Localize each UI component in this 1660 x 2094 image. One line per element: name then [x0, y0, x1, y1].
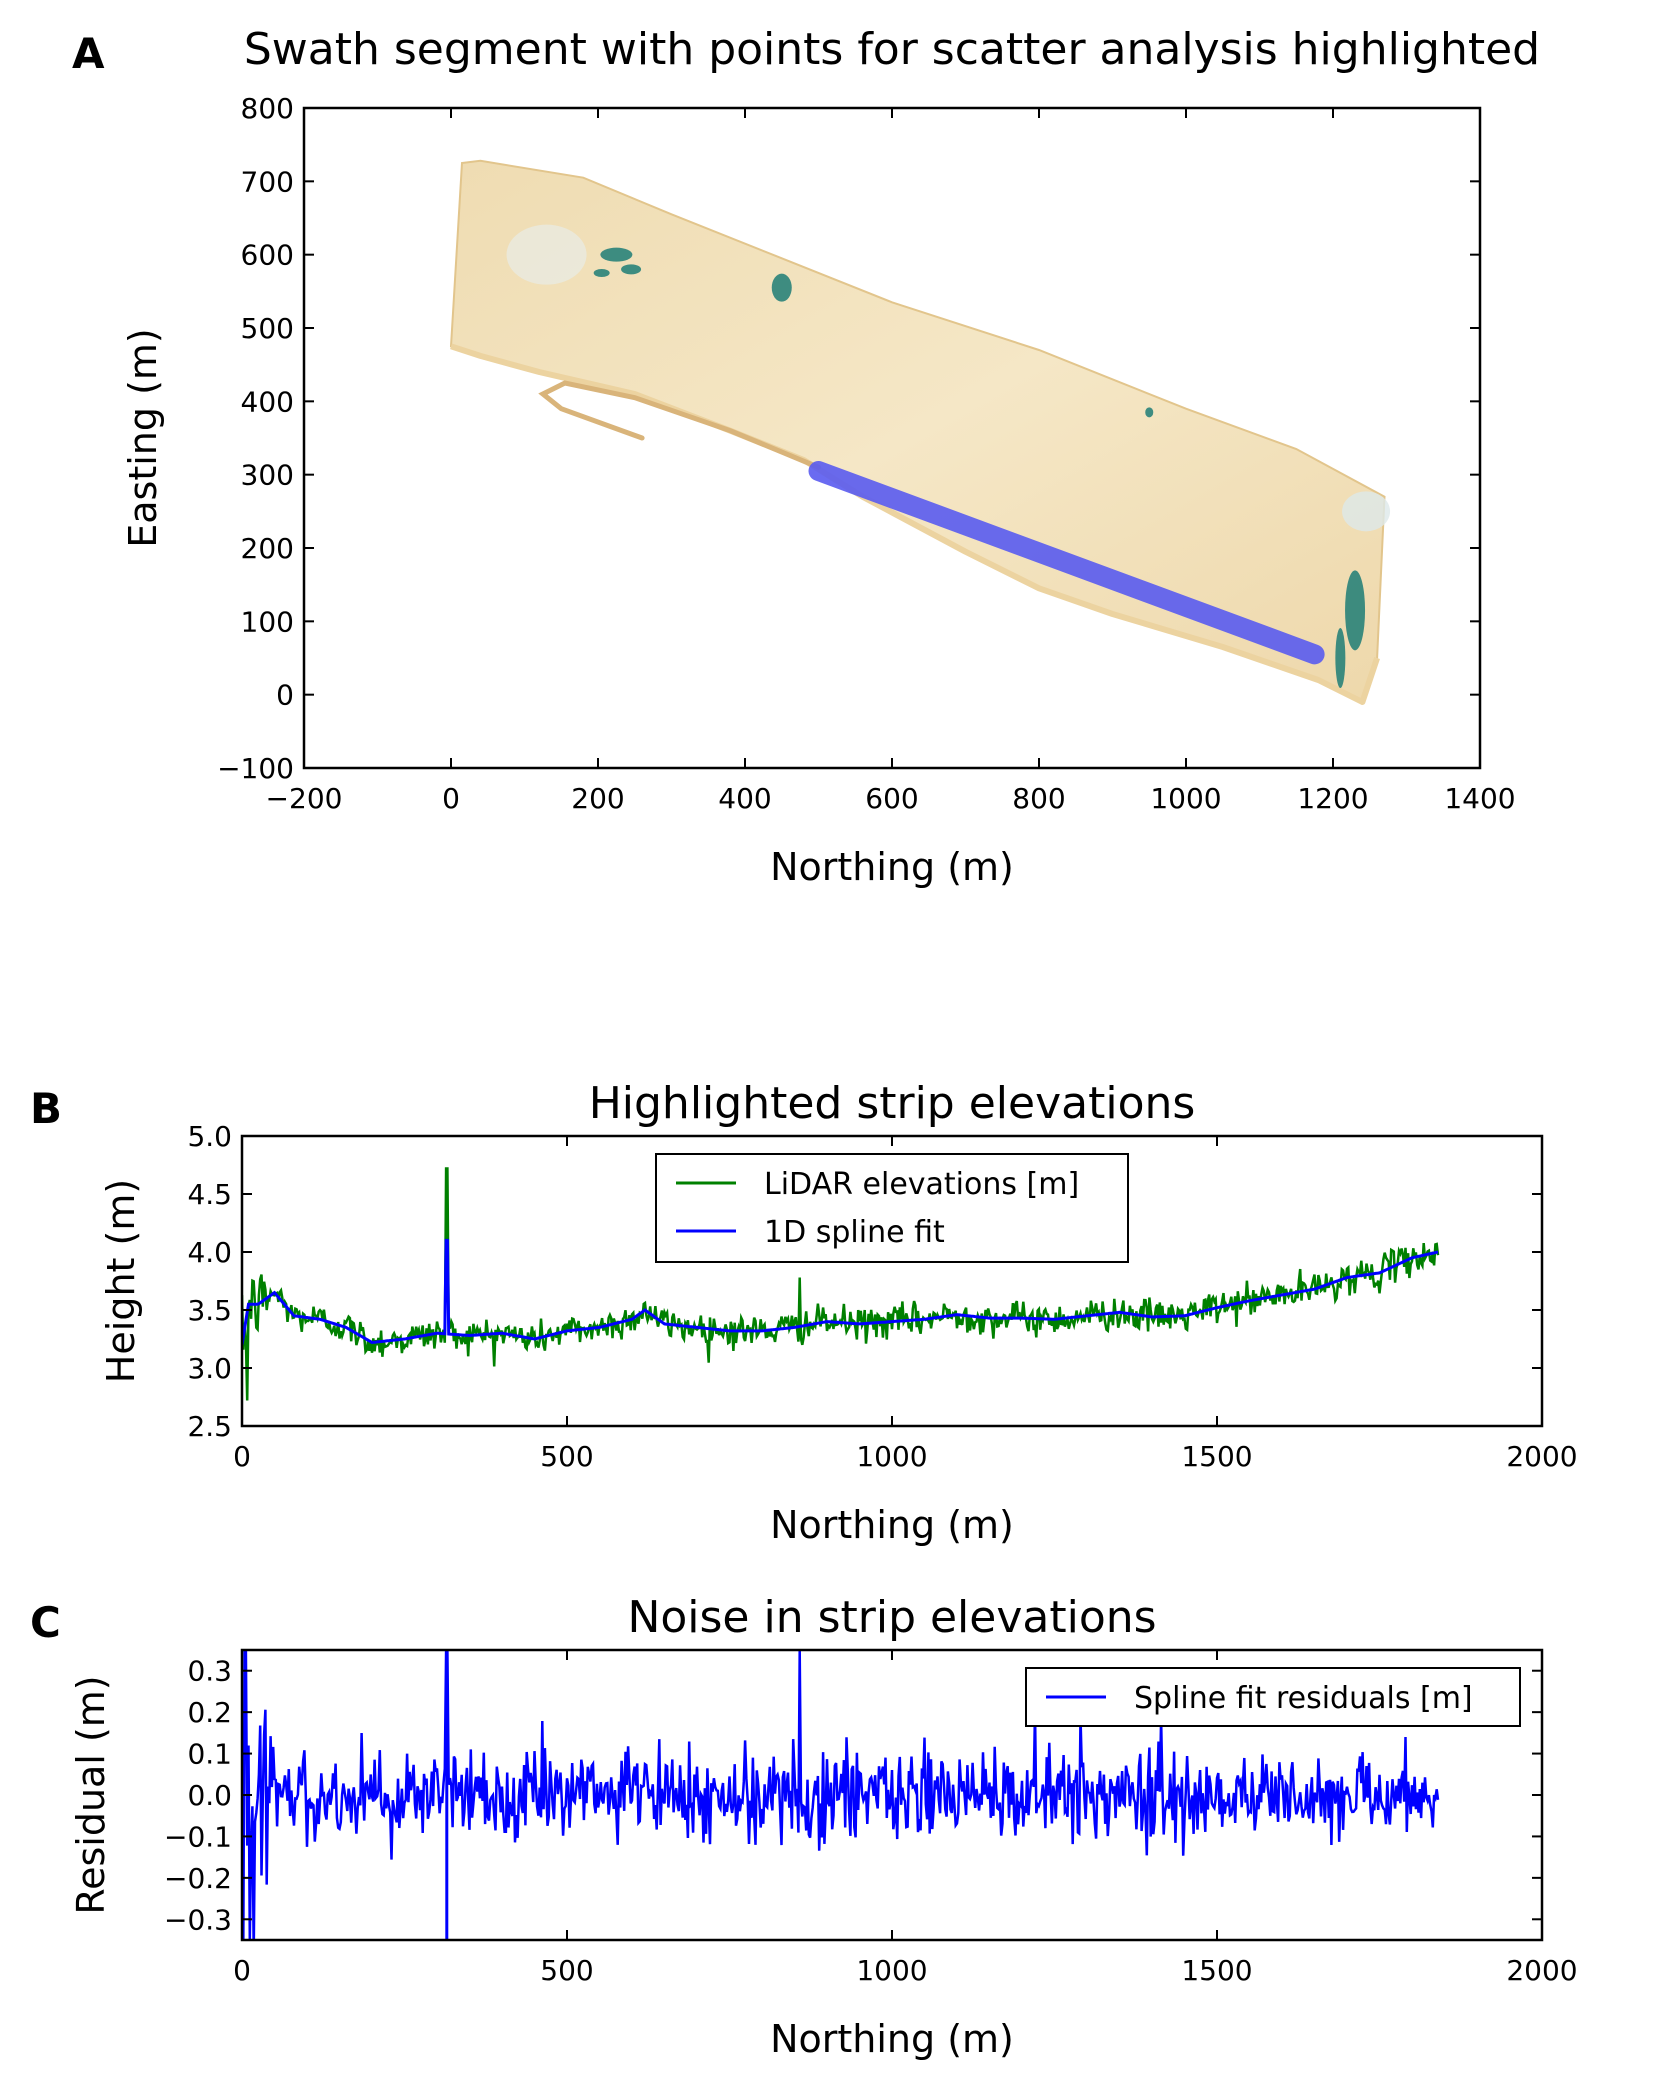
panel-letter-b: B: [30, 1084, 62, 1133]
panel-b-y-ticks: 2.5 3.0 3.5 4.0 4.5 5.0: [187, 1120, 1542, 1443]
panel-c-legend-box: [1025, 1667, 1521, 1727]
panel-c-ytick-label: −0.2: [164, 1862, 232, 1895]
panel-b-title: Highlighted strip elevations: [589, 1078, 1196, 1129]
panel-b-ylabel: Height (m): [99, 1179, 143, 1383]
panel-a-ytick-label: 600: [241, 239, 294, 272]
panel-c-xtick-label: 2000: [1506, 1954, 1577, 1987]
panel-c-ytick-label: 0.2: [187, 1696, 232, 1729]
panel-c-ytick-label: 0.1: [187, 1738, 232, 1771]
panel-b-ytick-label: 4.5: [187, 1178, 232, 1211]
panel-c-ytick-label: 0.0: [187, 1779, 232, 1812]
panel-c-y-ticks: −0.3 −0.2 −0.1 0.0 0.1 0.2 0.3: [164, 1655, 1542, 1936]
panel-b-xtick-label: 2000: [1506, 1440, 1577, 1473]
panel-b-ytick-label: 3.5: [187, 1294, 232, 1327]
panel-b-ytick-label: 2.5: [187, 1410, 232, 1443]
panel-b-xlabel: Northing (m): [770, 1503, 1014, 1547]
panel-b-x-ticks: 0 500 1000 1500 2000: [233, 1136, 1578, 1473]
panel-b-legend-box: [655, 1153, 1129, 1263]
panel-c-ytick-label: 0.3: [187, 1655, 232, 1688]
panel-c-ytick-label: −0.1: [164, 1820, 232, 1853]
panel-a-xtick-label: 800: [1012, 782, 1065, 815]
panel-b-plot-area: [242, 1167, 1440, 1401]
panel-c: C Noise in strip elevations 0 500 1000 1500…: [30, 1592, 1578, 2061]
panel-b-ytick-label: 5.0: [187, 1120, 232, 1153]
low-elevation-feature: [1345, 570, 1366, 651]
panel-c-legend: Spline fit residuals [m]: [1025, 1667, 1521, 1727]
panel-letter-c: C: [30, 1598, 61, 1647]
panel-a-ytick-label: 0: [276, 679, 294, 712]
panel-c-ytick-label: −0.3: [164, 1903, 232, 1936]
panel-c-title: Noise in strip elevations: [627, 1592, 1156, 1643]
pale-region: [1342, 491, 1391, 532]
panel-a-xtick-label: 600: [865, 782, 918, 815]
panel-c-xtick-label: 1000: [856, 1954, 927, 1987]
panel-c-x-ticks: 0 500 1000 1500 2000: [233, 1650, 1578, 1987]
low-elevation-feature: [771, 273, 792, 302]
panel-b-xtick-label: 0: [233, 1440, 251, 1473]
series-spline-residuals: [242, 1650, 1440, 1940]
panel-a-x-ticks: −200 0 200 400 600 800 1000 1200 1400: [266, 108, 1516, 815]
low-elevation-feature: [600, 247, 633, 262]
panel-a-xtick-label: 400: [718, 782, 771, 815]
panel-a-xtick-label: 0: [442, 782, 460, 815]
panel-a-xtick-label: 1200: [1297, 782, 1368, 815]
panel-c-xtick-label: 500: [540, 1954, 593, 1987]
panel-a-ytick-label: −100: [217, 752, 294, 785]
panel-a-title: Swath segment with points for scatter an…: [244, 24, 1540, 75]
panel-a-ylabel: Easting (m): [121, 328, 165, 548]
panel-a-ytick-label: 500: [241, 312, 294, 345]
panel-c-xtick-label: 1500: [1181, 1954, 1252, 1987]
panel-b-xtick-label: 1000: [856, 1440, 927, 1473]
swath-lower-rim: [450, 343, 1380, 705]
low-elevation-feature: [593, 269, 610, 277]
panel-a-ytick-label: 400: [241, 385, 294, 418]
panel-a-xtick-label: −200: [266, 782, 343, 815]
panel-a-y-ticks: −100 0 100 200 300 400 500 600 700 800: [217, 92, 1480, 785]
pale-region: [506, 224, 587, 285]
panel-b-xtick-label: 1500: [1181, 1440, 1252, 1473]
highlighted-strip: [808, 461, 1325, 665]
panel-a-ytick-label: 300: [241, 459, 294, 492]
panel-b: B Highlighted strip elevations 0 500 1000 1…: [30, 1078, 1578, 1547]
legend-label-lidar: LiDAR elevations [m]: [764, 1167, 1079, 1202]
panel-c-xtick-label: 0: [233, 1954, 251, 1987]
panel-a-xtick-label: 200: [571, 782, 624, 815]
panel-a-ytick-label: 200: [241, 532, 294, 565]
panel-c-ylabel: Residual (m): [69, 1675, 113, 1914]
panel-b-ytick-label: 3.0: [187, 1352, 232, 1385]
road-feature: [538, 380, 821, 470]
panel-a-ytick-label: 100: [241, 605, 294, 638]
panel-a-plot-area: [449, 159, 1391, 705]
panel-c-xlabel: Northing (m): [770, 2017, 1014, 2061]
panel-a-ytick-label: 700: [241, 165, 294, 198]
panel-c-plot-area: [242, 1650, 1440, 1940]
low-elevation-feature: [1335, 628, 1346, 688]
legend-label-spline: 1D spline fit: [764, 1215, 945, 1250]
series-spline-fit: [242, 1238, 1439, 1346]
panel-b-xtick-label: 500: [540, 1440, 593, 1473]
panel-a-xtick-label: 1400: [1444, 782, 1515, 815]
panel-a-ytick-label: 800: [241, 92, 294, 125]
panel-a-xtick-label: 1000: [1150, 782, 1221, 815]
panel-b-ytick-label: 4.0: [187, 1236, 232, 1269]
panel-letter-a: A: [72, 29, 105, 78]
low-elevation-feature: [621, 264, 642, 275]
panel-a: A Swath segment with points for scatter …: [72, 24, 1540, 889]
low-elevation-feature: [1145, 407, 1154, 418]
panel-a-xlabel: Northing (m): [770, 845, 1014, 889]
series-lidar-elevations: [242, 1167, 1440, 1401]
legend-label-residuals: Spline fit residuals [m]: [1134, 1681, 1473, 1716]
panel-b-legend: LiDAR elevations [m] 1D spline fit: [655, 1153, 1129, 1263]
